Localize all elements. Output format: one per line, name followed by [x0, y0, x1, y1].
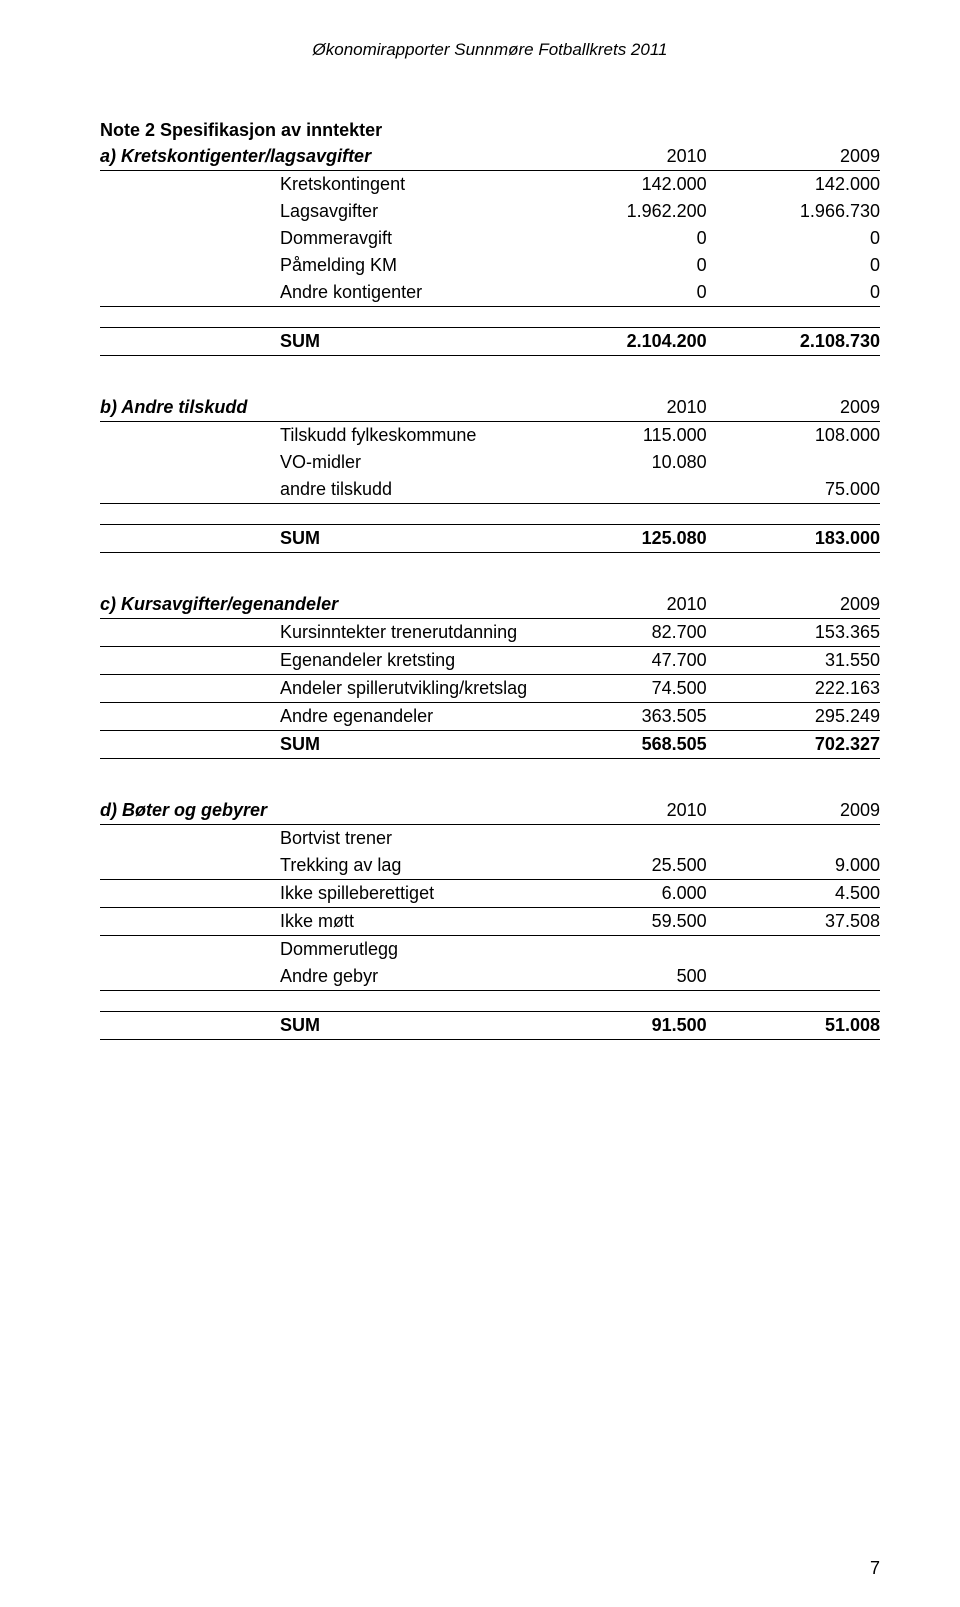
table-row: Andre egenandeler	[100, 703, 533, 731]
page-header: Økonomirapporter Sunnmøre Fotballkrets 2…	[100, 40, 880, 60]
year-2010: 2010	[533, 143, 706, 171]
table-row: Ikke møtt	[100, 908, 533, 936]
section-a-title: a) Kretskontigenter/lagsavgifter	[100, 146, 371, 166]
section-a-table: a) Kretskontigenter/lagsavgifter 2010 20…	[100, 143, 880, 356]
table-row: Dommerutlegg	[100, 936, 533, 964]
table-row: Lagsavgifter	[100, 198, 533, 225]
table-row: Kursinntekter trenerutdanning	[100, 619, 533, 647]
table-row: Dommeravgift	[100, 225, 533, 252]
table-row: Egenandeler kretsting	[100, 647, 533, 675]
year-2009: 2009	[707, 143, 880, 171]
table-row: Bortvist trener	[100, 825, 533, 853]
table-row: Trekking av lag	[100, 852, 533, 880]
table-row: Kretskontingent	[100, 171, 533, 199]
sum-label: SUM	[100, 328, 533, 356]
note-title: Note 2 Spesifikasjon av inntekter	[100, 120, 880, 141]
section-d-title: d) Bøter og gebyrer	[100, 800, 267, 820]
table-row: andre tilskudd	[100, 476, 533, 504]
table-row: Andre kontigenter	[100, 279, 533, 307]
table-row: Andre gebyr	[100, 963, 533, 991]
table-row: Ikke spilleberettiget	[100, 880, 533, 908]
sum-label: SUM	[100, 525, 533, 553]
table-row: VO-midler	[100, 449, 533, 476]
section-b-table: b) Andre tilskudd 2010 2009 Tilskudd fyl…	[100, 394, 880, 553]
table-row: Tilskudd fylkeskommune	[100, 422, 533, 450]
page-number: 7	[870, 1558, 880, 1579]
section-b-title: b) Andre tilskudd	[100, 397, 247, 417]
sum-label: SUM	[100, 1012, 533, 1040]
section-c-table: c) Kursavgifter/egenandeler 2010 2009 Ku…	[100, 591, 880, 759]
section-d-table: d) Bøter og gebyrer 2010 2009 Bortvist t…	[100, 797, 880, 1040]
table-row: Påmelding KM	[100, 252, 533, 279]
sum-label: SUM	[100, 731, 533, 759]
section-c-title: c) Kursavgifter/egenandeler	[100, 594, 338, 614]
table-row: Andeler spillerutvikling/kretslag	[100, 675, 533, 703]
